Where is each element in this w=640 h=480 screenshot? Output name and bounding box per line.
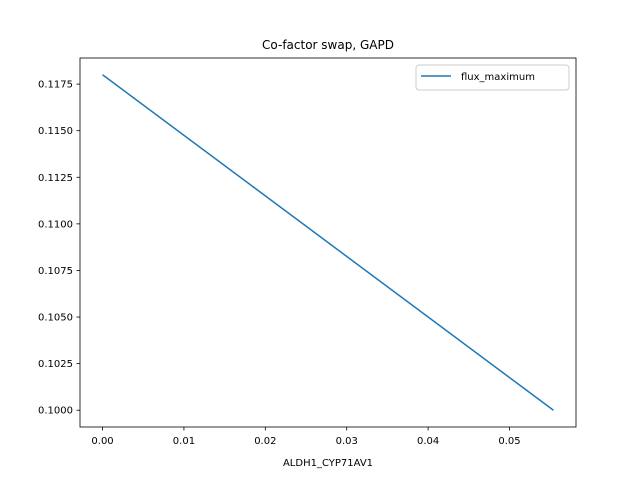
y-tick-label: 0.1050 xyxy=(38,313,73,324)
legend-label-flux-maximum: flux_maximum xyxy=(461,72,535,83)
x-tick-label: 0.03 xyxy=(336,436,358,447)
x-axis-ticks: 0.00 0.01 0.02 0.03 0.04 0.05 xyxy=(91,427,521,447)
y-tick-label: 0.1150 xyxy=(38,126,73,137)
y-tick-label: 0.1075 xyxy=(38,266,73,277)
x-tick-label: 0.05 xyxy=(498,436,520,447)
legend-box xyxy=(415,64,570,91)
y-axis-ticks: 0.1000 0.1025 0.1050 0.1075 0.1100 0.1125 0.11… xyxy=(38,80,80,417)
plot-frame xyxy=(79,57,577,428)
y-tick-label: 0.1100 xyxy=(38,219,73,230)
x-tick-label: 0.04 xyxy=(417,436,439,447)
y-tick-label: 0.1000 xyxy=(38,406,73,417)
series-line-flux-maximum xyxy=(102,74,554,411)
x-tick-label: 0.02 xyxy=(254,436,276,447)
x-tick-label: 0.01 xyxy=(173,436,195,447)
legend: flux_maximum xyxy=(415,64,570,91)
x-axis-label: ALDH1_CYP71AV1 xyxy=(283,458,373,469)
y-tick-label: 0.1175 xyxy=(38,80,73,91)
chart-title: Co-factor swap, GAPD xyxy=(262,38,394,52)
series-layer xyxy=(102,74,554,411)
x-tick-label: 0.00 xyxy=(91,436,113,447)
y-tick-label: 0.1125 xyxy=(38,173,73,184)
y-tick-label: 0.1025 xyxy=(38,359,73,370)
